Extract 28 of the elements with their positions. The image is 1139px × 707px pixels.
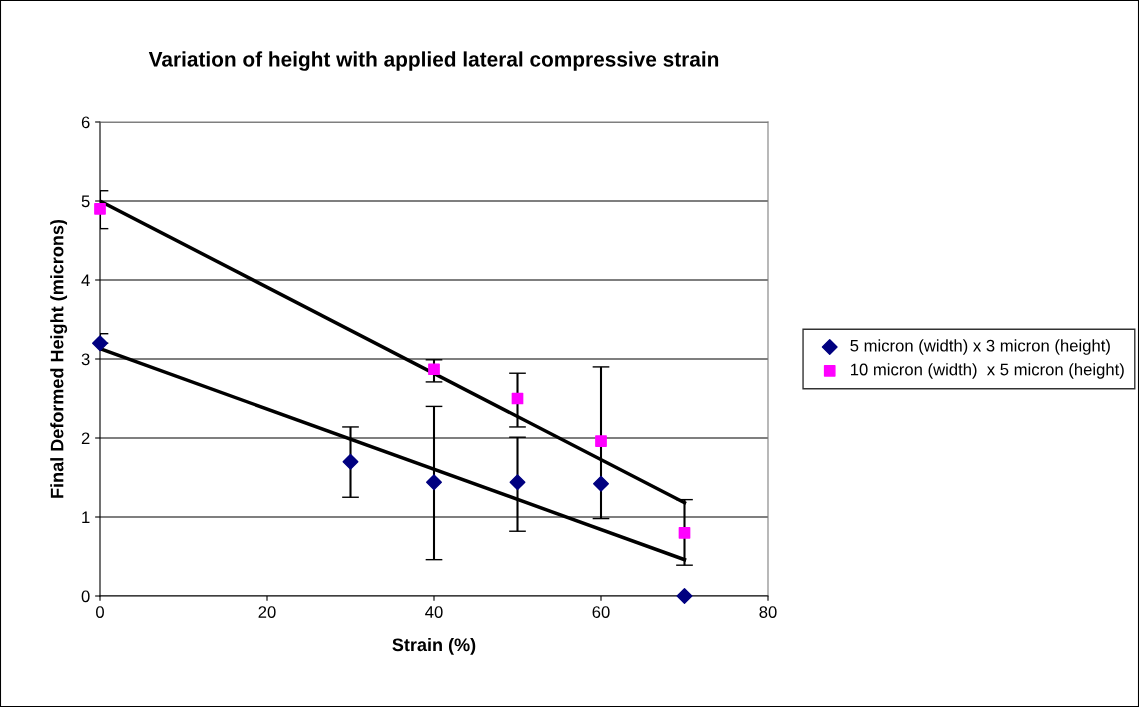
- point: [509, 474, 526, 491]
- x-tick-label: 0: [96, 606, 104, 618]
- point: [92, 335, 108, 352]
- point: [94, 203, 106, 215]
- y-tick-label: 5: [81, 195, 90, 208]
- x-tick-label: 20: [258, 606, 276, 618]
- point: [676, 588, 693, 604]
- y-axis-title: Final Deformed Height (microns): [50, 219, 68, 498]
- chart-title: Variation of height with applied lateral compressive strain: [148, 51, 719, 71]
- point: [593, 475, 609, 492]
- y-tick-label: 0: [81, 590, 90, 603]
- point: [511, 392, 524, 405]
- legend-label: 10 micron (width) x 5 micron (height): [850, 363, 1124, 379]
- point: [678, 526, 691, 539]
- x-tick-label: 60: [592, 606, 610, 618]
- y-tick-label: 2: [81, 432, 90, 445]
- point: [595, 435, 607, 448]
- y-tick-label: 1: [82, 511, 90, 524]
- legend-label: 5 micron (width) x 3 micron (height): [850, 339, 1110, 355]
- x-axis-title: Strain (%): [392, 637, 476, 655]
- point: [426, 474, 442, 491]
- point: [342, 453, 359, 470]
- x-tick-label: 80: [759, 606, 777, 618]
- y-tick-label: 6: [81, 116, 90, 129]
- y-tick-label: 3: [81, 353, 90, 366]
- x-tick-label: 40: [425, 606, 443, 618]
- point: [428, 363, 440, 376]
- y-tick-label: 4: [81, 274, 90, 287]
